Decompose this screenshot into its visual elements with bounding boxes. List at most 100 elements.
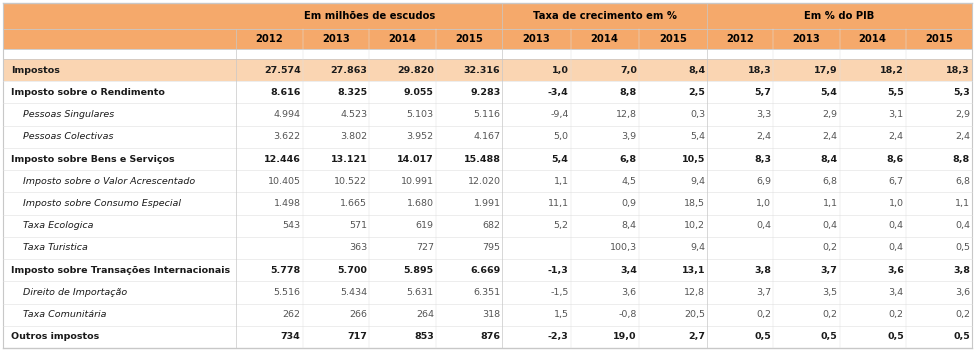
Text: 1,1: 1,1 <box>955 199 970 208</box>
Text: 571: 571 <box>349 221 368 230</box>
Text: 0,2: 0,2 <box>889 310 904 319</box>
Text: 12,8: 12,8 <box>616 110 637 119</box>
Text: 0,2: 0,2 <box>823 244 838 252</box>
Text: 0,2: 0,2 <box>757 310 771 319</box>
Text: 5.631: 5.631 <box>407 288 434 297</box>
Text: 8.616: 8.616 <box>270 88 300 97</box>
Text: Direito de Importação: Direito de Importação <box>23 288 128 297</box>
Text: 3,9: 3,9 <box>622 132 637 141</box>
Text: 4.994: 4.994 <box>274 110 300 119</box>
Text: -9,4: -9,4 <box>550 110 568 119</box>
Text: 10.991: 10.991 <box>401 177 434 186</box>
Text: -1,3: -1,3 <box>548 266 568 275</box>
Text: Pessoas Colectivas: Pessoas Colectivas <box>23 132 113 141</box>
Text: 1,1: 1,1 <box>823 199 838 208</box>
Text: -2,3: -2,3 <box>548 332 568 342</box>
Text: 5.895: 5.895 <box>404 266 434 275</box>
Text: 9,4: 9,4 <box>690 177 705 186</box>
Text: 4,5: 4,5 <box>622 177 637 186</box>
Text: 734: 734 <box>281 332 300 342</box>
Text: 2012: 2012 <box>726 34 754 44</box>
Text: 0,5: 0,5 <box>887 332 904 342</box>
Text: 717: 717 <box>347 332 368 342</box>
Text: 1,1: 1,1 <box>554 177 568 186</box>
Text: 543: 543 <box>283 221 300 230</box>
Text: 2013: 2013 <box>523 34 551 44</box>
Text: 0,4: 0,4 <box>889 244 904 252</box>
Bar <box>3 214 972 237</box>
Text: 5.434: 5.434 <box>340 288 368 297</box>
Text: 1.991: 1.991 <box>474 199 500 208</box>
Text: 8,8: 8,8 <box>953 154 970 164</box>
Text: 9.055: 9.055 <box>404 88 434 97</box>
Text: 13,1: 13,1 <box>682 266 705 275</box>
Text: 6,8: 6,8 <box>955 177 970 186</box>
Text: 2,4: 2,4 <box>955 132 970 141</box>
Text: 10.405: 10.405 <box>267 177 300 186</box>
Text: 5,5: 5,5 <box>887 88 904 97</box>
Text: 17,9: 17,9 <box>814 66 838 75</box>
Text: 2,4: 2,4 <box>889 132 904 141</box>
Bar <box>3 148 972 170</box>
Text: 6,8: 6,8 <box>620 154 637 164</box>
Text: 12,8: 12,8 <box>684 288 705 297</box>
Text: 5.778: 5.778 <box>270 266 300 275</box>
Text: 876: 876 <box>481 332 500 342</box>
Text: 2015: 2015 <box>659 34 686 44</box>
Text: Impostos: Impostos <box>11 66 59 75</box>
Text: 0,5: 0,5 <box>954 332 970 342</box>
Text: 3,6: 3,6 <box>622 288 637 297</box>
Text: 2014: 2014 <box>388 34 416 44</box>
Text: 795: 795 <box>483 244 500 252</box>
Text: 8,3: 8,3 <box>755 154 771 164</box>
Text: 5,4: 5,4 <box>690 132 705 141</box>
Text: 3,6: 3,6 <box>955 288 970 297</box>
Text: 8,8: 8,8 <box>619 88 637 97</box>
Text: 20,5: 20,5 <box>684 310 705 319</box>
Text: 363: 363 <box>349 244 368 252</box>
Text: Taxa de crecimento em %: Taxa de crecimento em % <box>532 11 677 21</box>
Bar <box>3 59 972 81</box>
Text: 12.020: 12.020 <box>467 177 500 186</box>
Text: 0,5: 0,5 <box>955 244 970 252</box>
Text: 5,3: 5,3 <box>954 88 970 97</box>
Text: 0,2: 0,2 <box>955 310 970 319</box>
Text: 32.316: 32.316 <box>464 66 500 75</box>
Text: 1.498: 1.498 <box>274 199 300 208</box>
Text: 3,6: 3,6 <box>887 266 904 275</box>
Text: 2015: 2015 <box>925 34 953 44</box>
Bar <box>3 29 972 49</box>
Text: 9.283: 9.283 <box>470 88 500 97</box>
Text: 8,4: 8,4 <box>688 66 705 75</box>
Text: 1,0: 1,0 <box>889 199 904 208</box>
Text: 12.446: 12.446 <box>263 154 300 164</box>
Text: 8,4: 8,4 <box>622 221 637 230</box>
Text: 18,2: 18,2 <box>880 66 904 75</box>
Text: 5,0: 5,0 <box>554 132 568 141</box>
Text: 27.863: 27.863 <box>331 66 368 75</box>
Text: 0,4: 0,4 <box>955 221 970 230</box>
Text: 1.680: 1.680 <box>407 199 434 208</box>
Bar <box>3 126 972 148</box>
Text: 10.522: 10.522 <box>334 177 368 186</box>
Text: Imposto sobre Transações Internacionais: Imposto sobre Transações Internacionais <box>11 266 230 275</box>
Text: 10,2: 10,2 <box>684 221 705 230</box>
Text: 2,9: 2,9 <box>955 110 970 119</box>
Text: Outros impostos: Outros impostos <box>11 332 99 342</box>
Text: 0,9: 0,9 <box>622 199 637 208</box>
Text: 5.516: 5.516 <box>274 288 300 297</box>
Text: 2,4: 2,4 <box>757 132 771 141</box>
Text: Taxa Ecologica: Taxa Ecologica <box>23 221 94 230</box>
Text: 1,0: 1,0 <box>552 66 568 75</box>
Text: -1,5: -1,5 <box>550 288 568 297</box>
Text: 7,0: 7,0 <box>620 66 637 75</box>
Text: 27.574: 27.574 <box>264 66 300 75</box>
Text: Taxa Comunitária: Taxa Comunitária <box>23 310 106 319</box>
Text: 18,3: 18,3 <box>748 66 771 75</box>
Text: 3,5: 3,5 <box>822 288 838 297</box>
Text: 2014: 2014 <box>859 34 886 44</box>
Bar <box>3 304 972 326</box>
Text: 2013: 2013 <box>322 34 350 44</box>
Text: 5.116: 5.116 <box>474 110 500 119</box>
Text: 9,4: 9,4 <box>690 244 705 252</box>
